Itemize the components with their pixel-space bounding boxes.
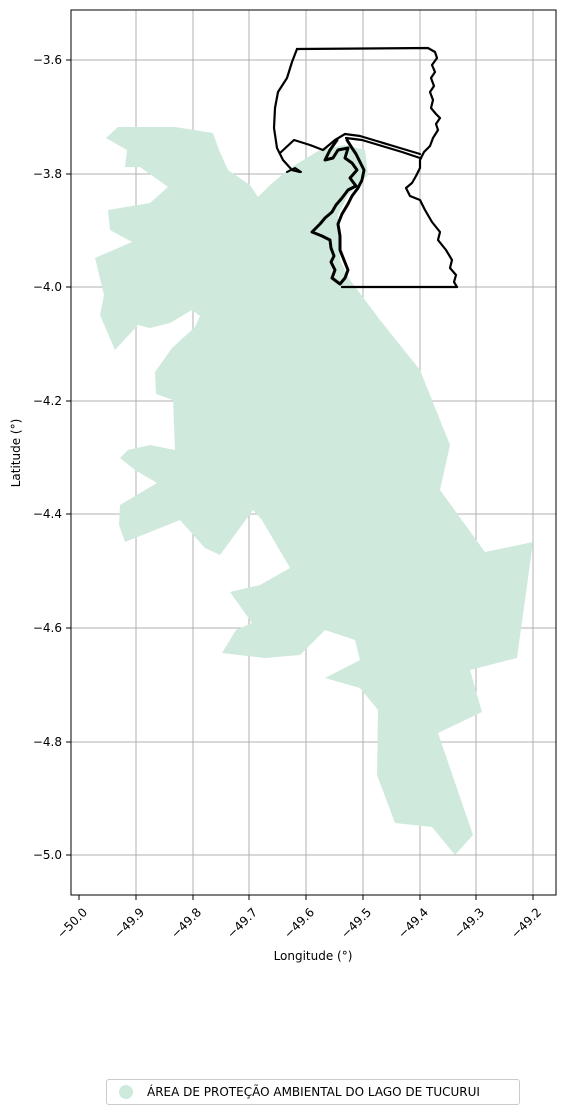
x-tick-label: −49.3 bbox=[451, 905, 487, 941]
y-tick-marks bbox=[66, 59, 71, 856]
y-tick-label: −3.8 bbox=[33, 167, 62, 181]
x-tick-label: −49.4 bbox=[395, 905, 431, 941]
x-axis-label: Longitude (°) bbox=[274, 949, 353, 963]
y-tick-label: −4.0 bbox=[33, 280, 62, 294]
boundary-outer bbox=[295, 46, 459, 289]
boundary-inlet bbox=[278, 132, 422, 156]
x-tick-label: −49.5 bbox=[338, 905, 374, 941]
protected-area-polygon bbox=[95, 127, 533, 855]
x-tick-label: −49.2 bbox=[508, 905, 544, 941]
boundary-inlet-2 bbox=[344, 136, 422, 160]
x-tick-label: −49.6 bbox=[281, 905, 317, 941]
y-tick-label: −4.8 bbox=[33, 735, 62, 749]
y-tick-label: −4.2 bbox=[33, 394, 62, 408]
x-tick-label: −49.7 bbox=[224, 905, 260, 941]
legend-label: ÁREA DE PROTEÇÃO AMBIENTAL DO LAGO DE TU… bbox=[147, 1085, 480, 1099]
y-tick-label: −3.6 bbox=[33, 53, 62, 67]
boundary-river-shore bbox=[310, 138, 366, 286]
x-tick-label: −50.0 bbox=[54, 905, 90, 941]
y-axis-label: Latitude (°) bbox=[9, 419, 23, 488]
x-tick-marks bbox=[78, 895, 534, 900]
municipal-boundary bbox=[272, 46, 459, 289]
y-tick-label: −4.6 bbox=[33, 621, 62, 635]
x-tick-label: −49.8 bbox=[168, 905, 204, 941]
legend: ÁREA DE PROTEÇÃO AMBIENTAL DO LAGO DE TU… bbox=[106, 1079, 520, 1105]
axes-frame bbox=[70, 9, 557, 896]
y-tick-labels: −3.6 −3.8 −4.0 −4.2 −4.4 −4.6 −4.8 −5.0 bbox=[33, 53, 62, 862]
y-tick-label: −5.0 bbox=[33, 848, 62, 862]
x-tick-labels: −50.0 −49.9 −49.8 −49.7 −49.6 −49.5 −49.… bbox=[54, 905, 544, 941]
y-tick-label: −4.4 bbox=[33, 507, 62, 521]
boundary-west bbox=[272, 47, 302, 174]
x-tick-label: −49.9 bbox=[111, 905, 147, 941]
boundary-inner-bay bbox=[286, 167, 302, 173]
legend-swatch-icon bbox=[119, 1085, 133, 1099]
